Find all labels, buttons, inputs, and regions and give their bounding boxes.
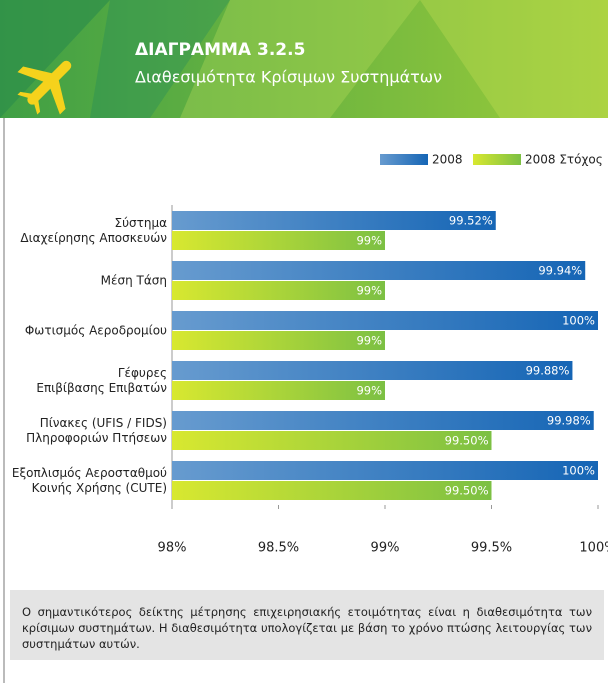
chart-subtitle: Διαθεσιμότητα Κρίσιμων Συστημάτων (135, 68, 442, 87)
value-label: 100% (562, 314, 595, 328)
header-shape (420, 0, 608, 118)
bar (172, 461, 598, 480)
legend-label: 2008 Στόχος (525, 153, 603, 167)
bar (172, 411, 594, 430)
value-label: 99.52% (449, 214, 493, 228)
x-tick-label: 99.5% (471, 541, 512, 556)
value-label: 99.94% (538, 264, 582, 278)
legend-label: 2008 (432, 153, 463, 167)
bar (172, 261, 586, 280)
header-bg (0, 0, 608, 118)
bar (172, 211, 496, 230)
x-tick-label: 99% (371, 541, 400, 556)
category-label: Σύστημα Διαχείρησης Αποσκευών (20, 216, 167, 245)
note: Ο σημαντικότερος δείκτης μέτρησης επιχει… (10, 590, 604, 660)
bar (172, 281, 385, 300)
value-label: 99.88% (526, 364, 570, 378)
category-label: Πίνακες (UFIS / FIDS) Πληροφοριών Πτήσεω… (26, 416, 167, 445)
value-label: 100% (562, 464, 595, 478)
header-shape (90, 0, 230, 118)
category-label: Εξοπλισμός Αεροσταθμού Κοινής Χρήσης (CU… (11, 466, 167, 495)
legend-swatch (473, 154, 521, 165)
bar (172, 431, 492, 450)
x-tick-label: 100% (579, 541, 608, 556)
value-label: 99% (356, 334, 382, 348)
chart-title: ΔΙΑΓΡΑΜΜΑ 3.2.5 (135, 40, 305, 60)
category-label: Μέση Τάση (100, 273, 167, 288)
value-label: 99.50% (445, 434, 489, 448)
bar (172, 231, 385, 250)
bar (172, 481, 492, 500)
header-shape (180, 0, 420, 118)
category-label: Φωτισμός Αεροδρομίου (24, 323, 167, 338)
bar (172, 311, 598, 330)
x-tick-label: 98% (158, 541, 187, 556)
value-label: 99.50% (445, 484, 489, 498)
bar (172, 331, 385, 350)
plane-icon (17, 60, 72, 115)
bar (172, 381, 385, 400)
value-label: 99% (356, 284, 382, 298)
header-shape (0, 0, 110, 118)
bar (172, 361, 573, 380)
x-tick-label: 98.5% (258, 541, 299, 556)
value-label: 99.98% (547, 414, 591, 428)
category-label: Γέφυρες Επιβίβασης Επιβατών (36, 366, 167, 395)
value-label: 99% (356, 384, 382, 398)
value-label: 99% (356, 234, 382, 248)
legend-swatch (380, 154, 428, 165)
